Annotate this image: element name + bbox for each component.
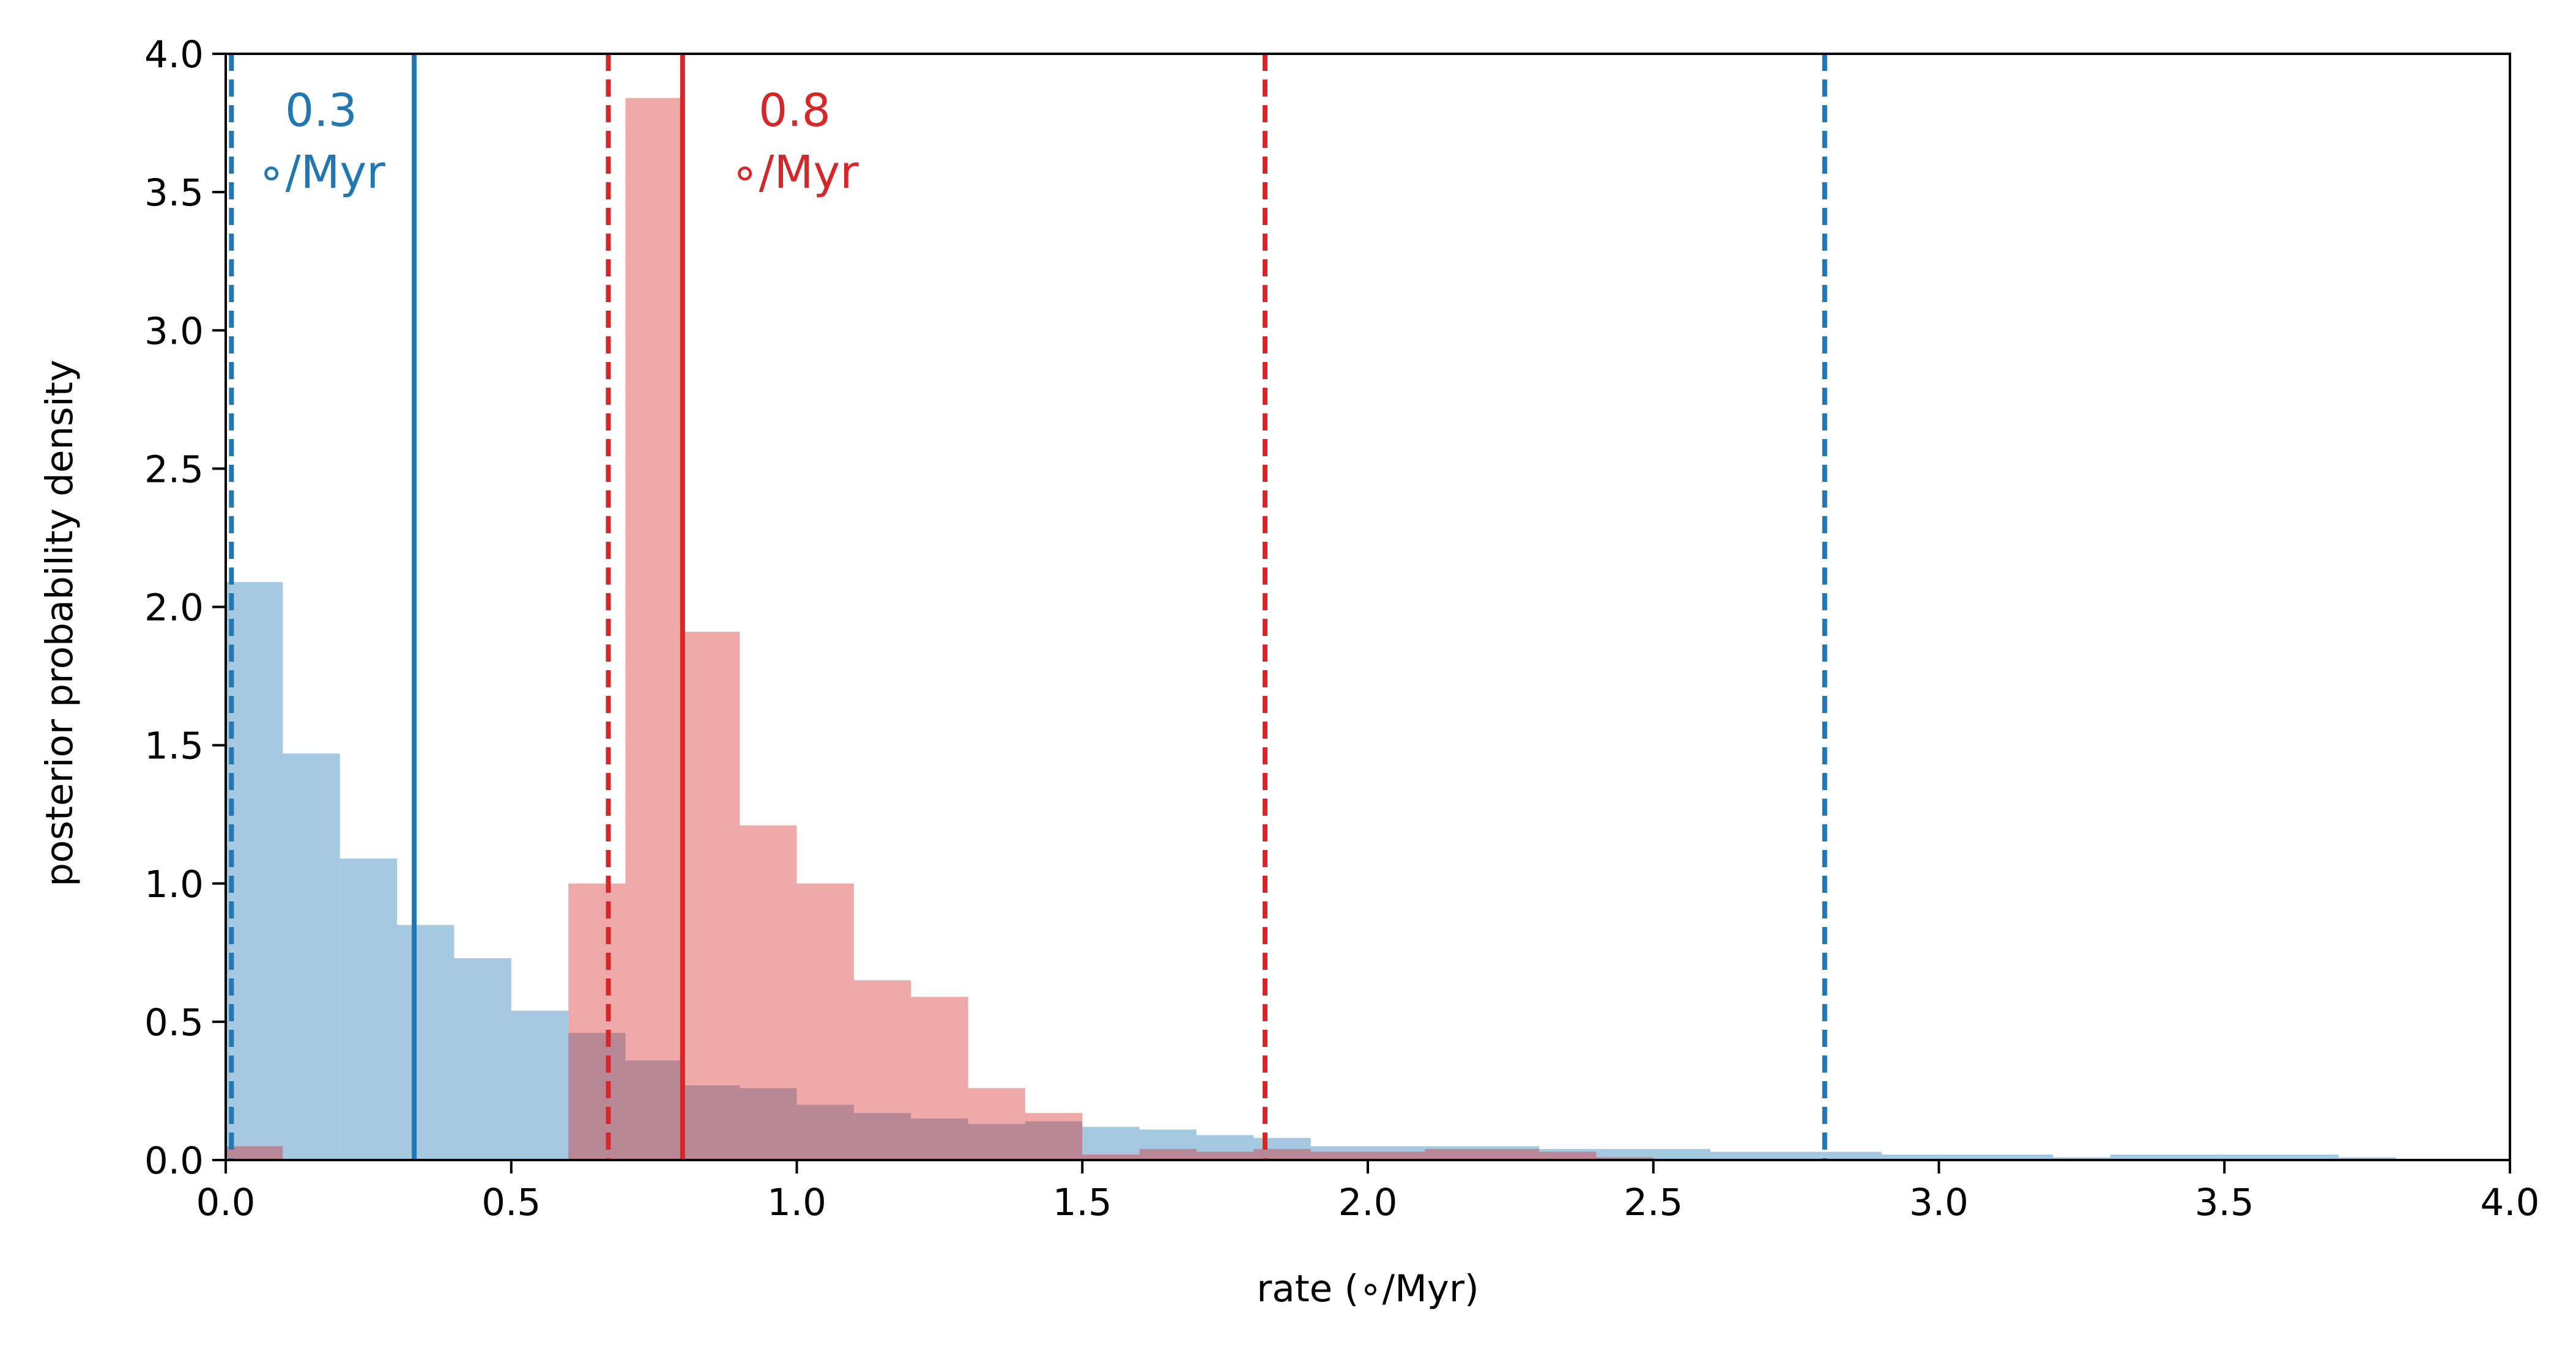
blue-bar-27 xyxy=(1767,1151,1825,1160)
blue-bar-0 xyxy=(226,582,283,1160)
blue-bar-16 xyxy=(1139,1129,1197,1160)
red-bar-2 xyxy=(625,98,683,1161)
blue-bar-23 xyxy=(1539,1148,1597,1160)
blue-bar-31 xyxy=(1995,1154,2054,1160)
red-bar-16 xyxy=(1425,1148,1482,1160)
red-annotation: 0.8 ∘/Myr xyxy=(730,84,859,199)
x-tick-label-3: 1.5 xyxy=(1053,1181,1112,1224)
red-bar-4 xyxy=(740,825,797,1160)
y-tick-label-7: 3.5 xyxy=(144,171,204,215)
blue-bar-32 xyxy=(2053,1157,2110,1160)
blue-bar-19 xyxy=(1310,1146,1368,1160)
blue-annotation-unit: ∘/Myr xyxy=(257,146,385,199)
x-tick-label-8: 4.0 xyxy=(2480,1181,2539,1224)
red-bar-15 xyxy=(1368,1151,1425,1160)
blue-bar-10 xyxy=(796,1104,854,1160)
x-tick-label-5: 2.5 xyxy=(1624,1181,1683,1224)
blue-bar-22 xyxy=(1482,1146,1540,1160)
blue-bar-25 xyxy=(1653,1148,1711,1160)
ticks: 0.0 0.5 1.0 1.5 2.0 2.5 3.0 3.5 4.0 0.0 0.5 1.0 1.5 2… xyxy=(144,33,2540,1224)
blue-bar-6 xyxy=(568,1032,626,1160)
blue-bar-7 xyxy=(625,1060,683,1160)
red-bar-0 xyxy=(226,1146,283,1160)
y-tick-label-1: 0.5 xyxy=(144,1001,204,1044)
blue-bar-1 xyxy=(283,753,340,1160)
red-bar-5 xyxy=(796,883,854,1160)
x-tick-label-2: 1.0 xyxy=(767,1181,826,1224)
reference-lines xyxy=(229,54,1827,1160)
y-tick-label-0: 0.0 xyxy=(144,1139,204,1183)
blue-bar-13 xyxy=(968,1124,1025,1160)
blue-bar-4 xyxy=(454,958,511,1160)
blue-bar-2 xyxy=(340,859,398,1160)
red-bar-1 xyxy=(568,883,626,1160)
blue-bar-36 xyxy=(2281,1154,2339,1160)
y-tick-label-2: 1.0 xyxy=(144,863,204,906)
blue-annotation-value: 0.3 xyxy=(285,84,357,137)
blue-annotation: 0.3 ∘/Myr xyxy=(257,84,385,199)
blue-bar-33 xyxy=(2110,1154,2167,1160)
x-tick-label-6: 3.0 xyxy=(1909,1181,1969,1224)
y-tick-label-4: 2.0 xyxy=(144,586,204,630)
blue-histogram xyxy=(226,582,2396,1160)
blue-bar-29 xyxy=(1882,1154,1939,1160)
x-tick-label-4: 2.0 xyxy=(1338,1181,1397,1224)
red-bar-18 xyxy=(1539,1151,1597,1160)
red-annotation-value: 0.8 xyxy=(759,84,831,137)
red-bar-10 xyxy=(1082,1154,1140,1160)
red-bar-8 xyxy=(968,1088,1025,1160)
blue-bar-9 xyxy=(740,1088,797,1160)
blue-bar-30 xyxy=(1939,1154,1996,1160)
blue-bar-11 xyxy=(853,1113,911,1160)
red-histogram xyxy=(226,98,1654,1161)
blue-bar-12 xyxy=(911,1118,968,1160)
blue-bar-28 xyxy=(1824,1151,1882,1160)
blue-bar-24 xyxy=(1596,1148,1654,1160)
red-bar-7 xyxy=(911,997,968,1160)
red-bar-9 xyxy=(1025,1113,1083,1160)
red-annotation-unit: ∘/Myr xyxy=(730,146,859,199)
blue-bar-21 xyxy=(1425,1146,1482,1160)
y-tick-label-3: 1.5 xyxy=(144,725,204,768)
red-bar-3 xyxy=(682,632,740,1160)
red-bar-12 xyxy=(1196,1151,1254,1160)
y-tick-label-6: 3.0 xyxy=(144,309,204,353)
y-tick-label-8: 4.0 xyxy=(144,33,204,76)
y-axis-label: posterior probability density xyxy=(38,360,81,887)
blue-bar-26 xyxy=(1710,1151,1768,1160)
x-tick-label-1: 0.5 xyxy=(481,1181,541,1224)
blue-bar-34 xyxy=(2167,1154,2225,1160)
red-bar-13 xyxy=(1253,1148,1311,1160)
x-tick-label-0: 0.0 xyxy=(196,1181,255,1224)
blue-bar-3 xyxy=(397,925,455,1160)
blue-bar-14 xyxy=(1025,1121,1083,1160)
red-bar-11 xyxy=(1139,1148,1197,1160)
blue-bar-8 xyxy=(682,1085,740,1160)
blue-bar-17 xyxy=(1196,1135,1254,1160)
blue-bar-5 xyxy=(511,1010,569,1160)
red-bar-17 xyxy=(1482,1148,1540,1160)
blue-bar-20 xyxy=(1368,1146,1425,1160)
blue-bar-37 xyxy=(2338,1157,2396,1160)
blue-bar-35 xyxy=(2224,1154,2282,1160)
x-axis-label: rate (∘/Myr) xyxy=(1256,1267,1479,1310)
red-bar-19 xyxy=(1596,1157,1654,1160)
y-tick-label-5: 2.5 xyxy=(144,448,204,491)
red-bar-14 xyxy=(1310,1151,1368,1160)
red-bar-6 xyxy=(853,980,911,1160)
x-tick-label-7: 3.5 xyxy=(2195,1181,2254,1224)
blue-bar-15 xyxy=(1082,1126,1140,1160)
